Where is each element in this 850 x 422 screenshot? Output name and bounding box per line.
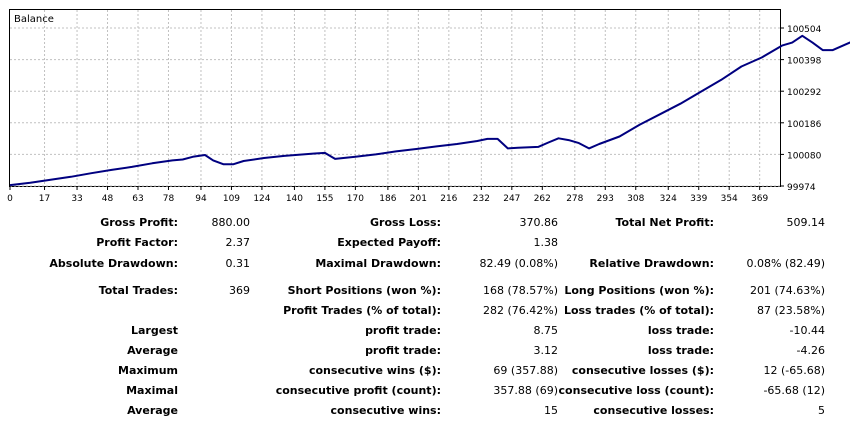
report-c3v-3: 201 (74.63%) [749,284,825,297]
x-tick-label: 48 [102,194,114,204]
report-c2v-0: 370.86 [519,216,559,229]
report-c1l-3: Total Trades: [98,284,178,297]
report-c3v-6: -4.26 [796,344,825,357]
report-c1v-0: 880.00 [211,216,251,229]
report-c3l-9: consecutive losses: [593,404,714,417]
report-c1l-5: Largest [131,324,178,337]
report-c2v-3: 168 (78.57%) [482,284,558,297]
report-c2v-7: 69 (357.88) [493,364,558,377]
report-c1l-6: Average [127,344,178,357]
report-c1l-1: Profit Factor: [96,236,178,249]
x-tick-label: 124 [253,194,270,204]
x-tick-label: 293 [597,194,614,204]
x-tick-label: 308 [627,194,644,204]
report-c2l-4: Profit Trades (% of total): [283,304,441,317]
x-tick-label: 324 [660,194,677,204]
chart-title: Balance [14,14,54,25]
x-tick-label: 216 [440,194,457,204]
report-c3v-0: 509.14 [786,216,826,229]
x-tick-label: 339 [690,194,707,204]
x-tick-label: 186 [379,194,396,204]
x-tick-label: 262 [534,194,551,204]
report-c1l-9: Average [127,404,178,417]
report-c2v-1: 1.38 [533,236,559,249]
report-c2v-4: 282 (76.42%) [482,304,558,317]
report-c3l-7: consecutive losses ($): [571,364,714,377]
balance-chart: 99974 100080 100186 100292 100398 100504 0 17 33… [7,9,850,204]
report-c1l-0: Gross Profit: [100,216,178,229]
x-tick-label: 17 [39,194,50,204]
report-c3l-8: consecutive loss (count): [558,384,714,397]
y-tick-label: 100080 [787,151,822,161]
x-tick-label: 109 [223,194,240,204]
report-c2v-8: 357.88 (69) [493,384,558,397]
x-tick-label: 247 [503,194,520,204]
report-c2l-1: Expected Payoff: [337,236,441,249]
report-c3l-6: loss trade: [647,344,714,357]
y-tick-label: 100398 [787,57,822,67]
report-c2l-0: Gross Loss: [370,216,441,229]
report-c3v-9: 5 [818,404,825,417]
x-tick-label: 94 [195,194,207,204]
x-tick-label: 155 [316,194,333,204]
x-tick-label: 232 [473,194,490,204]
report-c2l-5: profit trade: [365,324,441,337]
report-c2l-6: profit trade: [365,344,441,357]
report-c1l-2: Absolute Drawdown: [49,257,178,270]
report-c1v-2: 0.31 [225,257,251,270]
y-tick-label: 99974 [787,183,816,193]
x-tick-label: 369 [751,194,768,204]
report-c3l-5: loss trade: [647,324,714,337]
report-c1v-1: 2.37 [225,236,251,249]
y-tick-label: 100186 [787,120,822,130]
x-tick-label: 63 [132,194,143,204]
report-c2v-2: 82.49 (0.08%) [479,257,558,270]
report-c1v-3: 369 [229,284,250,297]
y-tick-label: 100292 [787,88,821,98]
x-tick-label: 78 [163,194,175,204]
report-c1l-7: Maximum [118,364,178,377]
x-tick-label: 201 [410,194,427,204]
x-tick-label: 0 [7,194,13,204]
report-c2l-3: Short Positions (won %): [287,284,441,297]
report-c2l-8: consecutive profit (count): [275,384,441,397]
report-c2l-9: consecutive wins: [330,404,441,417]
x-tick-label: 33 [71,194,82,204]
report-c2v-6: 3.12 [533,344,559,357]
report-c3l-2: Relative Drawdown: [589,257,714,270]
report-c2l-7: consecutive wins ($): [308,364,441,377]
report-c3v-7: 12 (-65.68) [763,364,825,377]
report-c3v-5: -10.44 [789,324,825,337]
x-tick-label: 140 [286,194,303,204]
report-c2v-5: 8.75 [533,324,559,337]
x-tick-label: 278 [566,194,583,204]
report-c3l-4: Loss trades (% of total): [563,304,714,317]
report-c3v-4: 87 (23.58%) [756,304,825,317]
x-tick-label: 354 [721,194,738,204]
report-c2v-9: 15 [544,404,558,417]
x-tick-label: 170 [347,194,364,204]
report-c3v-2: 0.08% (82.49) [746,257,825,270]
report-c1l-8: Maximal [126,384,178,397]
y-tick-label: 100504 [787,25,822,35]
report-c3l-0: Total Net Profit: [615,216,715,229]
report-c3v-8: -65.68 (12) [763,384,825,397]
report-c2l-2: Maximal Drawdown: [315,257,441,270]
report-c3l-3: Long Positions (won %): [564,284,714,297]
